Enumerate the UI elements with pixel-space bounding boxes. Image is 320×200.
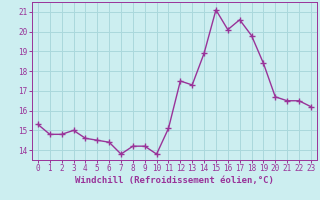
X-axis label: Windchill (Refroidissement éolien,°C): Windchill (Refroidissement éolien,°C) bbox=[75, 176, 274, 185]
